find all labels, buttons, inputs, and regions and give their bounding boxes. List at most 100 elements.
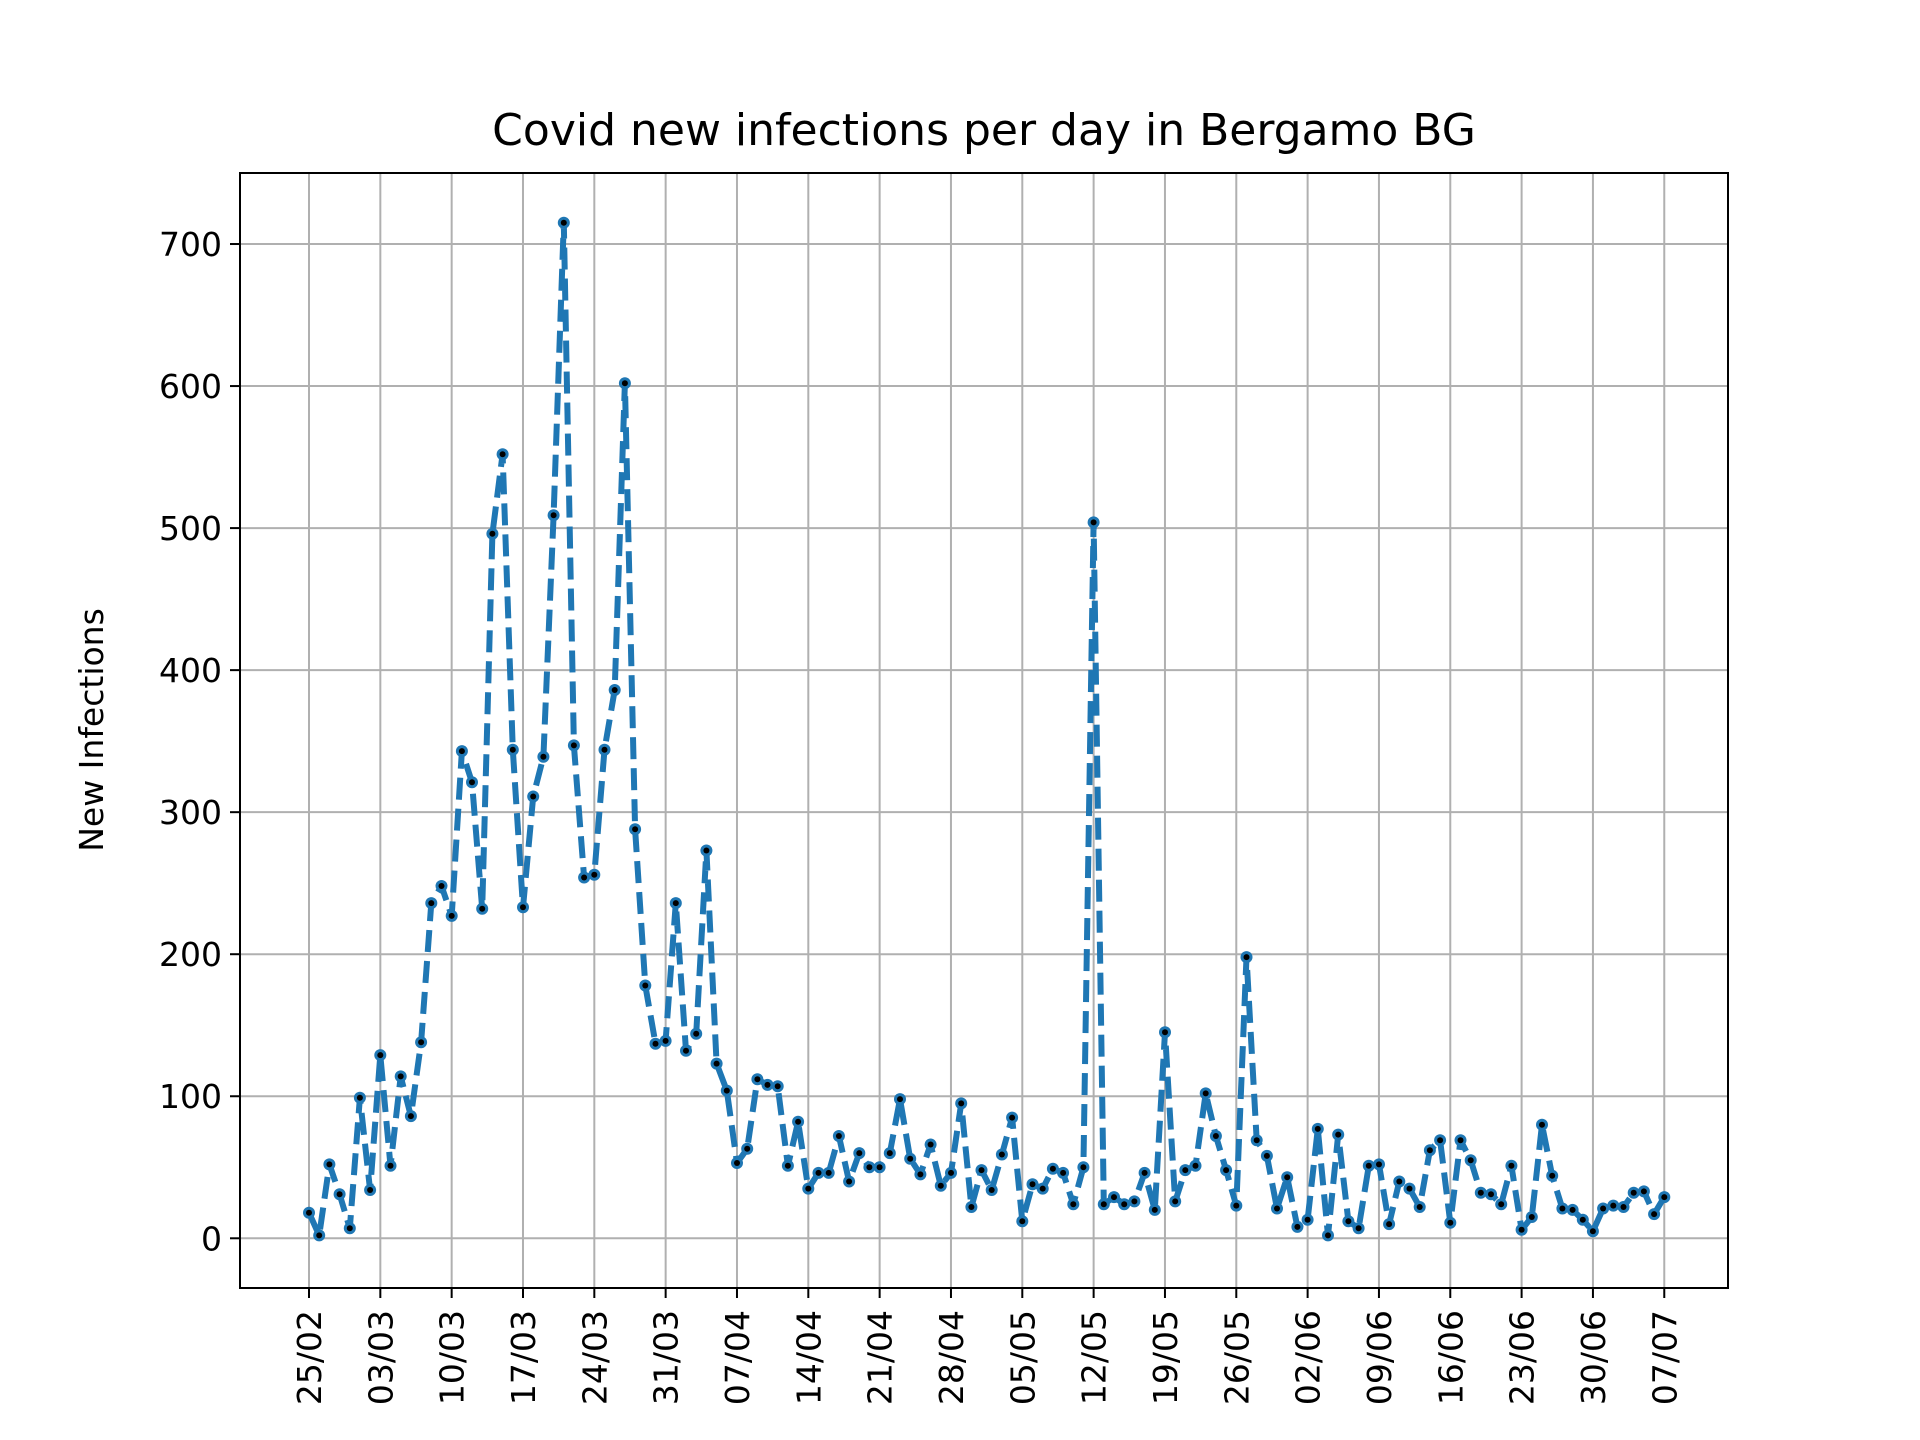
data-point — [1263, 1152, 1270, 1159]
data-point — [795, 1118, 802, 1125]
data-point — [1243, 954, 1250, 961]
data-point — [346, 1225, 353, 1232]
data-point — [1661, 1194, 1668, 1201]
data-point — [652, 1040, 659, 1047]
y-axis-label: New Infections — [72, 608, 111, 852]
x-tick-label: 31/03 — [647, 1310, 686, 1405]
data-point — [1182, 1167, 1189, 1174]
y-tick-label: 500 — [159, 509, 222, 548]
data-point — [1192, 1162, 1199, 1169]
y-tick-label: 200 — [159, 935, 222, 974]
data-point — [723, 1087, 730, 1094]
data-point — [998, 1151, 1005, 1158]
data-point — [662, 1037, 669, 1044]
data-points — [303, 216, 1671, 1242]
data-point — [1060, 1169, 1067, 1176]
data-point — [1019, 1218, 1026, 1225]
data-point — [978, 1167, 985, 1174]
data-point — [1172, 1198, 1179, 1205]
x-tick-label: 17/03 — [504, 1310, 543, 1405]
data-point — [438, 883, 445, 889]
plot-frame — [239, 172, 1729, 1289]
y-tick-label: 700 — [159, 225, 222, 264]
data-point — [1274, 1205, 1280, 1212]
x-tick-label: 03/03 — [361, 1310, 400, 1405]
x-tick-label: 30/06 — [1574, 1310, 1613, 1405]
data-point — [805, 1185, 812, 1192]
data-point — [1314, 1125, 1321, 1132]
data-point — [1212, 1133, 1219, 1139]
data-point — [509, 746, 516, 753]
data-point — [1488, 1191, 1494, 1198]
x-tick-label: 25/02 — [290, 1310, 329, 1405]
data-point — [306, 1209, 312, 1216]
data-point — [1223, 1167, 1230, 1174]
data-point — [876, 1164, 883, 1171]
data-point — [1589, 1228, 1596, 1235]
data-point — [1284, 1174, 1291, 1181]
data-point — [856, 1150, 863, 1157]
data-point — [550, 512, 557, 519]
data-point — [1039, 1185, 1046, 1192]
data-point — [1477, 1189, 1484, 1196]
data-point — [988, 1187, 995, 1193]
data-point — [846, 1178, 853, 1185]
data-point — [367, 1187, 374, 1193]
data-point — [1630, 1189, 1637, 1196]
data-point — [693, 1030, 700, 1037]
y-tick-label: 400 — [159, 651, 222, 690]
data-point — [1498, 1201, 1505, 1208]
data-point — [1447, 1219, 1454, 1226]
data-point — [1549, 1172, 1556, 1179]
data-point — [1141, 1169, 1148, 1176]
data-point — [968, 1204, 975, 1210]
data-point — [917, 1171, 924, 1178]
x-tick-label: 07/07 — [1645, 1310, 1684, 1405]
data-point — [377, 1052, 384, 1059]
data-point — [581, 874, 588, 881]
data-point — [1090, 519, 1097, 526]
data-point — [734, 1160, 740, 1166]
data-point — [1151, 1206, 1158, 1213]
data-point — [1620, 1204, 1627, 1210]
y-tick-label: 300 — [159, 793, 222, 832]
data-point — [1640, 1188, 1647, 1195]
x-tick-label: 12/05 — [1075, 1310, 1114, 1405]
data-point — [591, 871, 598, 878]
data-point — [927, 1141, 934, 1148]
data-point — [1335, 1131, 1342, 1138]
data-point — [744, 1145, 751, 1152]
data-point — [1294, 1223, 1301, 1230]
data-point — [397, 1073, 404, 1080]
data-point — [1406, 1185, 1413, 1192]
data-point — [1233, 1202, 1240, 1209]
data-point — [825, 1169, 832, 1176]
data-point — [1080, 1164, 1087, 1171]
data-point — [1518, 1226, 1525, 1233]
data-point — [479, 905, 486, 912]
x-tick-label: 23/06 — [1503, 1310, 1542, 1405]
data-point — [621, 380, 628, 387]
data-point — [1345, 1218, 1352, 1225]
data-point — [407, 1113, 414, 1120]
data-point — [448, 912, 455, 919]
data-point — [1416, 1204, 1423, 1210]
data-point — [1009, 1114, 1016, 1121]
x-tick-label: 28/04 — [932, 1310, 971, 1405]
data-point — [1579, 1216, 1586, 1223]
data-point — [886, 1150, 893, 1157]
data-point — [336, 1191, 343, 1198]
x-axis-ticks: 25/02 03/03 10/03 17/03 24/03 31/03 07/04 14/04… — [290, 1288, 1684, 1405]
data-point — [1467, 1157, 1474, 1164]
data-point — [1049, 1165, 1056, 1172]
data-point — [672, 900, 679, 907]
data-point — [356, 1094, 363, 1101]
data-point — [326, 1161, 333, 1168]
data-point — [499, 451, 506, 458]
data-point — [1457, 1137, 1464, 1144]
y-tick-label: 100 — [159, 1077, 222, 1116]
data-point — [632, 826, 639, 833]
data-point — [570, 742, 577, 749]
data-point — [1121, 1201, 1128, 1208]
data-point — [540, 753, 547, 760]
